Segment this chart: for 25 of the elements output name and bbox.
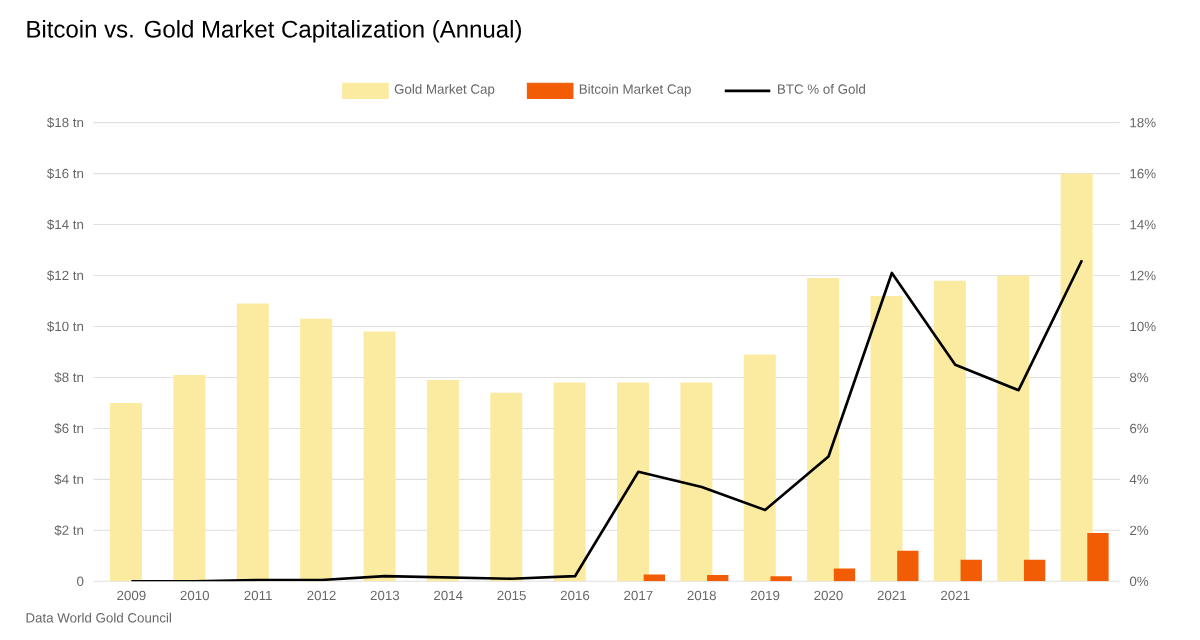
bar	[870, 295, 903, 582]
bar	[236, 303, 269, 582]
bar	[643, 574, 666, 582]
bar	[300, 318, 333, 582]
bar	[707, 574, 729, 582]
bar	[110, 402, 143, 582]
bar	[426, 380, 459, 582]
bar	[553, 382, 586, 582]
bar	[807, 278, 840, 582]
bar	[770, 576, 792, 582]
bar	[1060, 173, 1093, 582]
bar	[897, 550, 919, 582]
bar	[743, 354, 776, 582]
chart-title: Bitcoin vs. Gold Market Capitalization (Annual)	[27, 20, 521, 43]
bar	[997, 275, 1030, 582]
bar	[1087, 532, 1109, 582]
bar	[1023, 559, 1046, 582]
bar	[960, 559, 982, 582]
bar	[173, 374, 206, 582]
bar	[617, 382, 650, 582]
bar	[680, 382, 713, 582]
bar	[933, 280, 966, 582]
bar	[490, 392, 523, 582]
bar	[833, 568, 856, 582]
bar	[363, 331, 396, 582]
